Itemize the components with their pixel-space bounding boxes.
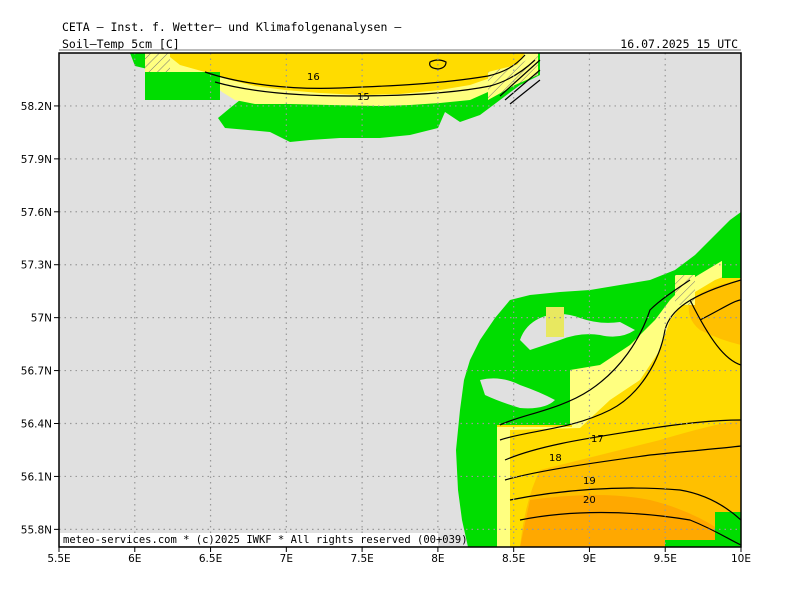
lat-tick-label: 57.9N (21, 154, 52, 166)
lon-tick-label: 7E (280, 553, 293, 565)
lon-tick-label: 6.5E (199, 553, 222, 565)
credit-bar: meteo-services.com * (c)2025 IWKF * All … (60, 533, 468, 546)
lon-tick-label: 5.5E (47, 553, 70, 565)
lat-tick-label: 56.1N (21, 471, 52, 483)
lon-tick-label: 9E (583, 553, 596, 565)
contour-labels: 16 15 17 18 19 20 (307, 72, 604, 506)
lon-tick-label: 8E (431, 553, 444, 565)
lon-tick-label: 6E (128, 553, 141, 565)
lat-tick-label: 57.3N (21, 260, 52, 272)
field-label: Soil—Temp 5cm [C] (62, 37, 180, 51)
valid-time: 16.07.2025 15 UTC (620, 37, 738, 51)
contour-label-20: 20 (583, 495, 596, 506)
contour-label-19: 19 (583, 476, 596, 487)
lat-tick-label: 56.7N (21, 366, 52, 378)
longitude-labels: 5.5E 6E 6.5E 7E 7.5E 8E 8.5E 9E 9.5E 10E (47, 547, 751, 565)
graticule (59, 53, 741, 547)
contour-label-17: 17 (591, 434, 604, 445)
lon-tick-label: 8.5E (502, 553, 525, 565)
credit-text: meteo-services.com * (c)2025 IWKF * All … (63, 534, 468, 546)
lon-tick-label: 7.5E (350, 553, 373, 565)
plot-frame (58, 52, 742, 548)
lat-tick-label: 57.6N (21, 207, 52, 219)
lat-tick-label: 58.2N (21, 101, 52, 113)
lon-tick-label: 10E (731, 553, 751, 565)
lat-tick-label: 56.4N (21, 419, 52, 431)
lat-tick-label: 57N (31, 313, 52, 325)
lon-tick-label: 9.5E (654, 553, 677, 565)
lat-tick-label: 55.8N (21, 524, 52, 536)
map-title: CETA — Inst. f. Wetter— und Klimafolgena… (62, 20, 402, 34)
latitude-labels: 58.2N 57.9N 57.6N 57.3N 57N 56.7N 56.4N 56.1N 55… (21, 101, 59, 536)
contour-label-15: 15 (357, 92, 370, 103)
norway-contours (204, 54, 541, 105)
denmark-contours (499, 279, 741, 546)
contour-label-18: 18 (549, 453, 562, 464)
contour-label-16: 16 (307, 72, 320, 83)
denmark-temp-field (497, 248, 741, 547)
